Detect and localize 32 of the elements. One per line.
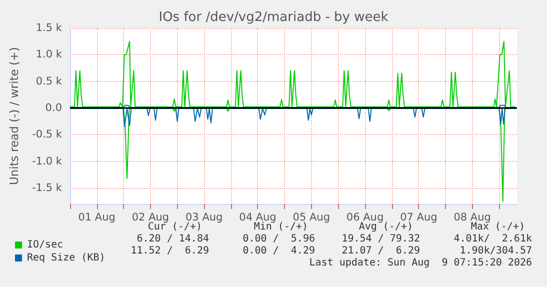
- y-tick-label: 0.5 k: [36, 75, 63, 88]
- x-tick-label: 06 Aug: [346, 212, 384, 224]
- text: Max (-/+): [470, 222, 525, 232]
- y-tick-label: 1.5 k: [36, 22, 63, 34]
- text: 0.00 / 5.96: [242, 234, 315, 244]
- text: Cur (-/+): [148, 222, 202, 232]
- x-tick-label: 03 Aug: [186, 212, 223, 224]
- x-tick-label: 07 Aug: [400, 212, 438, 224]
- text: 1.90k/304.57: [460, 246, 532, 256]
- text: 19.54 / 79.32: [342, 234, 420, 244]
- text: 4.01k/ 2.61k: [454, 234, 532, 244]
- text: 6.20 / 14.84: [136, 234, 209, 244]
- x-tick-label: 02 Aug: [132, 212, 170, 224]
- text: 21.07 / 6.29: [342, 246, 420, 256]
- legend-label: Req Size (KB): [27, 252, 106, 264]
- legend-label: IO/sec: [27, 240, 64, 250]
- text: Avg (-/+): [358, 222, 413, 232]
- y-tick-label: -1.5 k: [32, 182, 63, 194]
- x-tick-label: 05 Aug: [292, 212, 330, 224]
- y-tick-label: 0.0: [45, 102, 62, 114]
- chart-title: IOs for /dev/vg2/mariadb - by week: [158, 10, 389, 25]
- text: Min (-/+): [254, 222, 308, 232]
- x-tick-label: 01 Aug: [78, 212, 116, 224]
- y-tick-label: 1.0 k: [36, 48, 63, 61]
- y-axis-title: Units read (-) / write (+): [7, 46, 21, 186]
- x-tick-label: 04 Aug: [239, 212, 276, 224]
- x-tick-label: 08 Aug: [454, 212, 491, 224]
- text: 11.52 / 6.29: [130, 246, 209, 256]
- y-tick-label: -1.0 k: [32, 155, 63, 168]
- y-tick-label: -0.5 k: [32, 128, 63, 141]
- text: Last update: Sun Aug 9 07:15:20 2026: [309, 258, 532, 268]
- text: 0.00 / 4.29: [242, 246, 315, 256]
